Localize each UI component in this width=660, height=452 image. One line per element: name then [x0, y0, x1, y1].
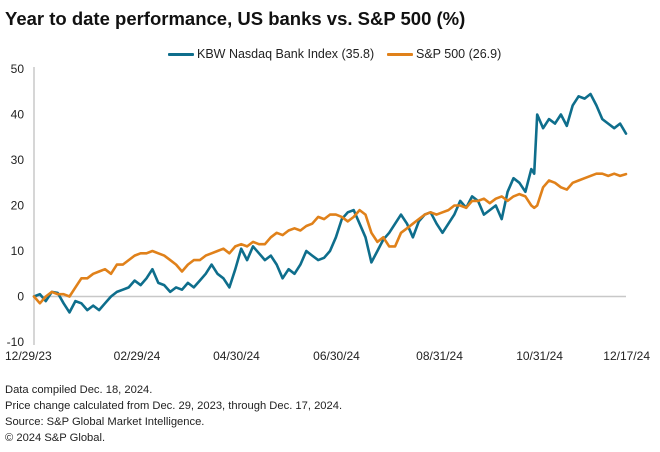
y-tick-label: 30: [11, 153, 25, 167]
legend-label-kbw: KBW Nasdaq Bank Index (35.8): [197, 47, 375, 61]
chart-legend: KBW Nasdaq Bank Index (35.8) S&P 500 (26…: [0, 47, 660, 63]
y-tick-label: 20: [11, 199, 25, 213]
x-tick-label: 12/29/23: [5, 349, 52, 363]
x-axis-ticks: 12/29/23 02/29/24 04/30/24 06/30/24 08/31/24…: [5, 349, 650, 363]
series-group: [32, 92, 628, 314]
series-line-kbw-bank-index: [32, 92, 628, 314]
chart-title: Year to date performance, US banks vs. S…: [5, 8, 466, 29]
y-tick-label: 0: [17, 290, 24, 304]
legend-swatch-sp500: [387, 52, 413, 56]
x-tick-label: 10/31/24: [516, 349, 563, 363]
legend-swatch-kbw: [168, 52, 194, 56]
x-tick-label: 02/29/24: [114, 349, 161, 363]
line-chart: -10 0 10 20 30 40 50 12/29/23 02/29/24 04/30/24 0…: [5, 62, 650, 363]
y-tick-label: -10: [7, 335, 25, 349]
chart-notes: Data compiled Dec. 18, 2024. Price chang…: [5, 382, 342, 446]
note-data-compiled: Data compiled Dec. 18, 2024.: [5, 384, 153, 396]
y-tick-label: 50: [11, 62, 25, 76]
x-tick-label: 04/30/24: [213, 349, 260, 363]
x-tick-label: 06/30/24: [313, 349, 360, 363]
y-axis-ticks: -10 0 10 20 30 40 50: [7, 62, 25, 349]
y-tick-label: 40: [11, 108, 25, 122]
x-tick-label: 12/17/24: [603, 349, 650, 363]
legend-item-kbw: KBW Nasdaq Bank Index (35.8): [168, 47, 374, 61]
legend-label-sp500: S&P 500 (26.9): [416, 47, 502, 61]
note-copyright: © 2024 S&P Global.: [5, 432, 106, 444]
note-source: Source: S&P Global Market Intelligence.: [5, 416, 205, 428]
y-tick-label: 10: [11, 244, 25, 258]
note-price-change: Price change calculated from Dec. 29, 20…: [5, 400, 343, 412]
legend-item-sp500: S&P 500 (26.9): [387, 47, 501, 61]
x-tick-label: 08/31/24: [416, 349, 463, 363]
series-line-sp500: [32, 172, 628, 305]
